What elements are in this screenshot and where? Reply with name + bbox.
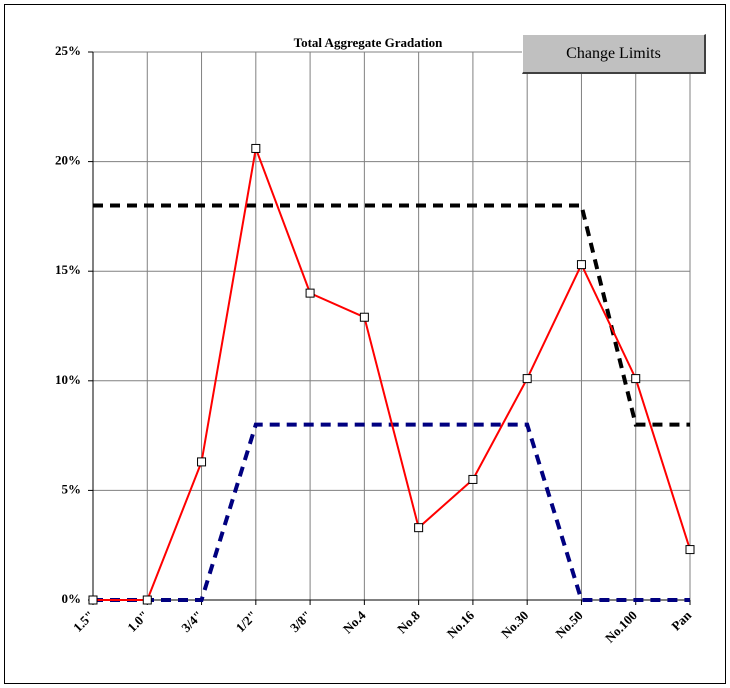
point	[414, 523, 424, 533]
point	[631, 374, 641, 384]
point	[576, 260, 586, 270]
y-tick-label: 5%	[62, 481, 82, 496]
x-tick-label: No.50	[552, 608, 585, 641]
x-tick-label: 3/4"	[178, 608, 205, 635]
x-tick-label: No.8	[394, 607, 423, 636]
point	[468, 474, 478, 484]
series-line	[93, 144, 691, 601]
point	[197, 457, 207, 467]
x-tick-label: No.30	[498, 608, 531, 641]
y-tick-label: 20%	[55, 153, 81, 168]
point	[305, 288, 315, 298]
point	[522, 374, 532, 384]
x-tick-label: 3/8"	[287, 608, 314, 635]
x-tick-label: 1.5"	[70, 608, 97, 635]
chart-title: Total Aggregate Gradation	[294, 35, 444, 50]
point	[88, 595, 98, 605]
y-tick-label: 0%	[62, 591, 82, 606]
point	[359, 312, 369, 322]
x-tick-label: 1.0"	[124, 608, 151, 635]
x-tick-label: No.16	[444, 607, 478, 641]
y-tick-label: 10%	[55, 372, 81, 387]
point	[142, 595, 152, 605]
x-tick-label: 1/2"	[233, 608, 260, 635]
point	[685, 545, 695, 555]
point	[251, 143, 261, 153]
frame	[4, 4, 726, 684]
x-tick-label: Pan	[668, 607, 694, 633]
y-tick-label: 15%	[55, 262, 81, 277]
x-tick-label: No.100	[602, 608, 640, 646]
change-limits-button[interactable]: Change Limits	[522, 34, 706, 74]
series-line	[93, 203, 690, 427]
x-tick-label: No.4	[340, 607, 369, 636]
y-tick-label: 25%	[55, 43, 81, 58]
